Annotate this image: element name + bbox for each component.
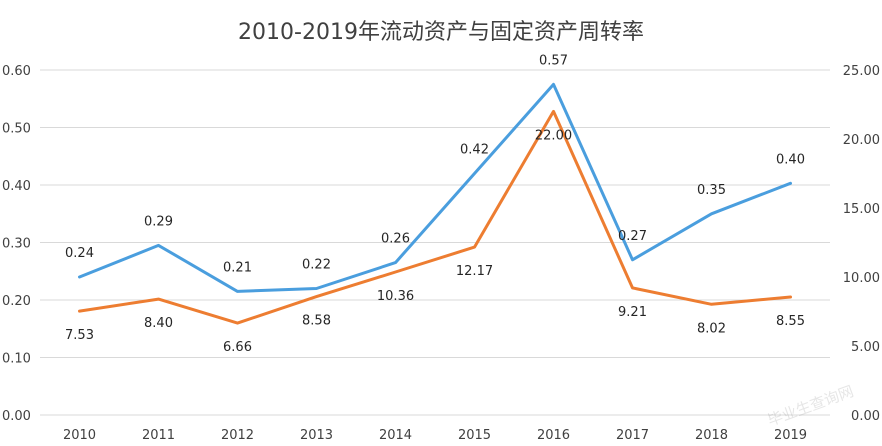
x-tick-label: 2014 <box>379 428 412 443</box>
y-right-tick-label: 15.00 <box>843 202 880 217</box>
data-label: 0.42 <box>460 143 489 158</box>
x-tick-label: 2010 <box>63 428 96 443</box>
series-line <box>78 109 792 325</box>
data-label: 8.02 <box>697 321 726 336</box>
x-tick-label: 2011 <box>142 428 175 443</box>
y-right-tick-label: 0.00 <box>851 409 880 424</box>
data-label: 8.40 <box>144 316 173 331</box>
data-label: 0.40 <box>776 152 805 167</box>
watermark-text: 毕业生查询网 <box>765 382 856 430</box>
y-left-tick-label: 0.40 <box>2 179 31 194</box>
y-left-tick-label: 0.30 <box>2 237 31 252</box>
y-left-tick-label: 0.60 <box>2 64 31 79</box>
y-right-tick-label: 10.00 <box>843 271 880 286</box>
y-left-tick-label: 0.00 <box>2 409 31 424</box>
data-labels: 0.24 0.29 0.21 0.22 0.26 0.42 0.57 0.27 0.35 0.40… <box>65 53 805 355</box>
x-tick-label: 2018 <box>695 428 728 443</box>
x-axis: 2010 2011 2012 2013 2014 2015 2016 2017 2018 2019 <box>63 428 807 443</box>
data-label: 7.53 <box>65 328 94 343</box>
watermark: 毕业生查询网 <box>765 382 856 430</box>
data-label: 22.00 <box>535 128 572 143</box>
y-axis-right: 0.00 5.00 10.00 15.00 20.00 25.00 <box>843 64 880 424</box>
data-label: 8.58 <box>302 314 331 329</box>
x-tick-label: 2015 <box>458 428 491 443</box>
data-label: 0.27 <box>618 229 647 244</box>
x-tick-label: 2013 <box>300 428 333 443</box>
data-label: 0.57 <box>539 53 568 68</box>
y-axis-left: 0.00 0.10 0.20 0.30 0.40 0.50 0.60 <box>2 64 31 424</box>
series-lines <box>78 82 792 325</box>
x-tick-label: 2012 <box>221 428 254 443</box>
data-label: 8.55 <box>776 314 805 329</box>
x-tick-label: 2019 <box>774 428 807 443</box>
y-left-tick-label: 0.10 <box>2 352 31 367</box>
chart-title: 2010-2019年流动资产与固定资产周转率 <box>238 20 644 45</box>
data-label: 0.29 <box>144 214 173 229</box>
x-tick-label: 2017 <box>616 428 649 443</box>
series-line <box>78 82 792 293</box>
data-label: 12.17 <box>456 264 493 279</box>
data-label: 0.35 <box>697 183 726 198</box>
data-label: 0.26 <box>381 232 410 247</box>
gridlines <box>40 69 830 416</box>
data-label: 0.21 <box>223 260 252 275</box>
data-label: 6.66 <box>223 340 252 355</box>
y-right-tick-label: 25.00 <box>843 64 880 79</box>
y-left-tick-label: 0.20 <box>2 294 31 309</box>
y-right-tick-label: 5.00 <box>851 340 880 355</box>
data-label: 0.24 <box>65 246 94 261</box>
data-label: 10.36 <box>377 289 414 304</box>
x-tick-label: 2016 <box>537 428 570 443</box>
data-label: 0.22 <box>302 258 331 273</box>
y-left-tick-label: 0.50 <box>2 122 31 137</box>
y-right-tick-label: 20.00 <box>843 133 880 148</box>
data-label: 9.21 <box>618 305 647 320</box>
